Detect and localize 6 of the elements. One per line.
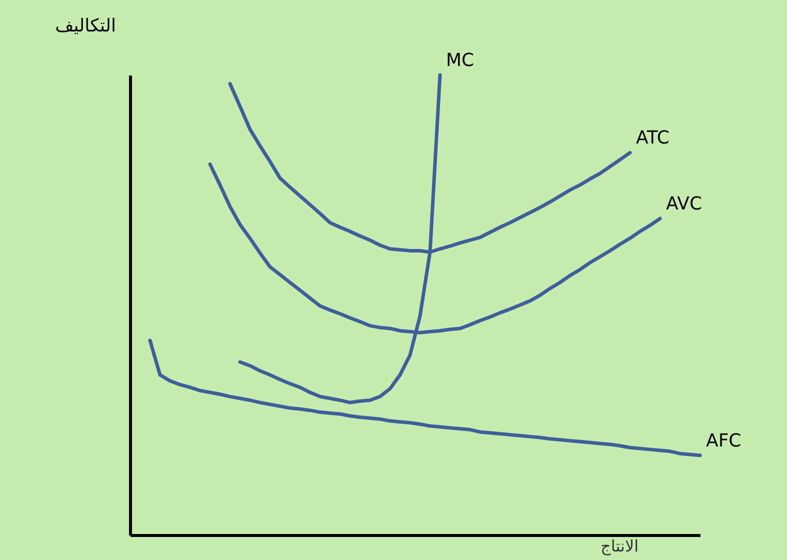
series-label: AVC (666, 194, 702, 215)
series-label: MC (446, 50, 474, 71)
y-axis-title: التكاليف (55, 16, 116, 36)
series-label: ATC (636, 128, 670, 149)
series-label: AFC (706, 430, 742, 452)
x-axis-title: الانتاج (600, 536, 639, 556)
